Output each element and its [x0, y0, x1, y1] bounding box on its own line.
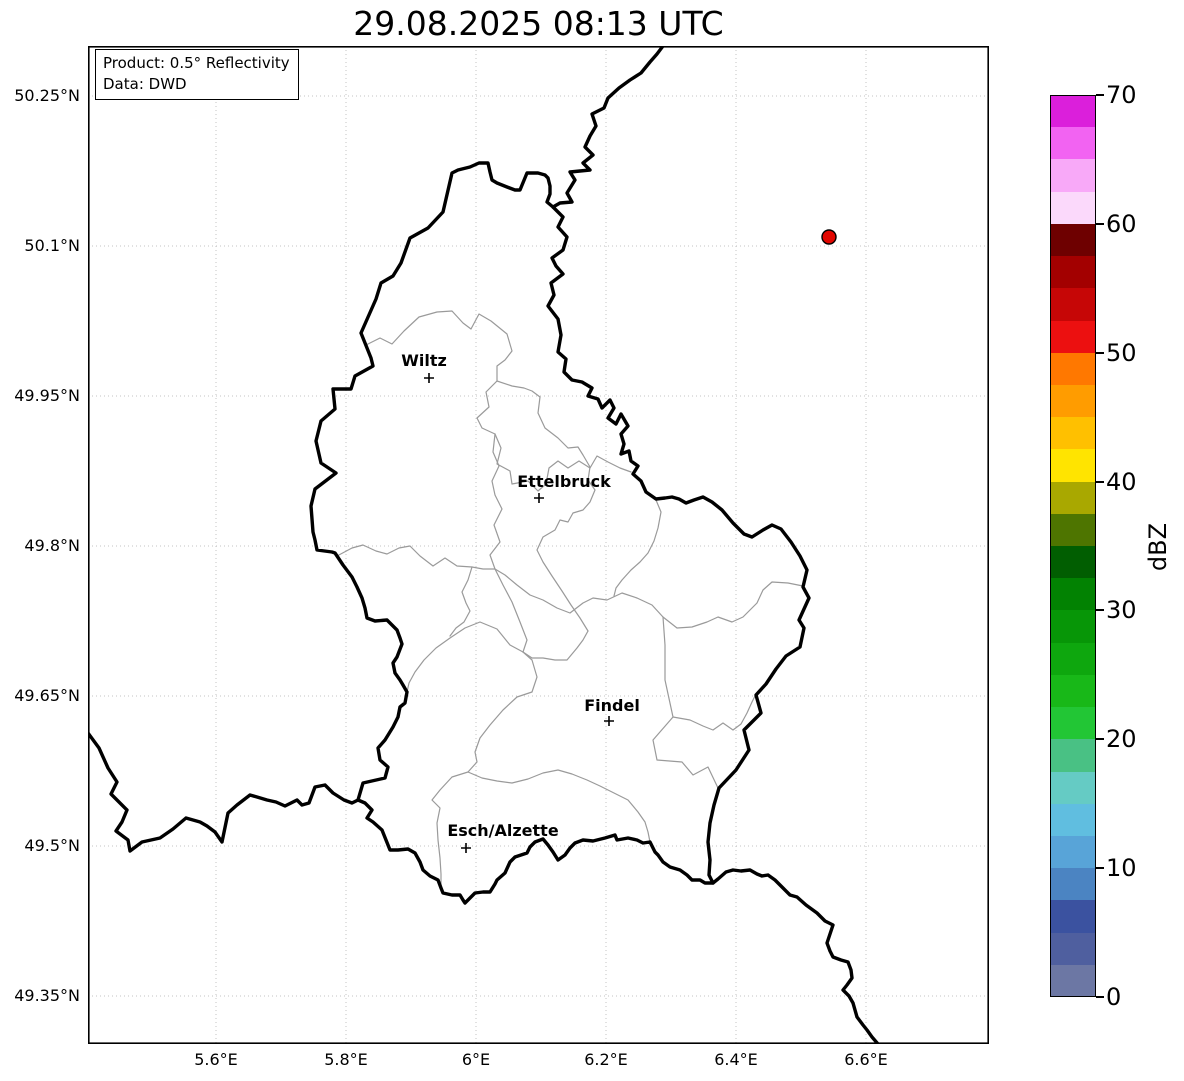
- colorbar-segment: [1050, 482, 1096, 514]
- colorbar-segment: [1050, 804, 1096, 836]
- colorbar-segment: [1050, 546, 1096, 578]
- canton-border: [672, 693, 757, 731]
- colorbar-segment: [1050, 933, 1096, 965]
- colorbar-segment: [1050, 417, 1096, 449]
- neighbor-country-border: [88, 731, 360, 853]
- colorbar-segment: [1050, 288, 1096, 321]
- colorbar-tick-label: 20: [1106, 725, 1137, 754]
- y-tick-label: 49.8°N: [24, 536, 80, 555]
- colorbar-segment: [1050, 385, 1096, 417]
- colorbar-segment: [1050, 514, 1096, 546]
- colorbar-frame: [1050, 95, 1096, 997]
- y-tick-label: 50.1°N: [24, 236, 80, 255]
- map-plot: Wiltz Ettelbruck Findel Esch/Alzette: [88, 46, 989, 1044]
- x-tick-label: 6.4°E: [714, 1050, 758, 1069]
- colorbar-tick-label: 50: [1106, 338, 1137, 367]
- canton-border: [613, 499, 662, 597]
- colorbar-tick: [1096, 867, 1104, 870]
- colorbar-segment: [1050, 353, 1096, 385]
- colorbar-segment: [1050, 159, 1096, 192]
- y-tick-label: 49.5°N: [24, 836, 80, 855]
- luxembourg-border: [309, 161, 811, 905]
- colorbar-tick: [1096, 94, 1104, 96]
- colorbar-tick-label: 40: [1106, 467, 1137, 496]
- colorbar-segment: [1050, 610, 1096, 643]
- figure-title: 29.08.2025 08:13 UTC: [353, 4, 724, 43]
- canton-border: [406, 621, 524, 693]
- canton-border: [494, 433, 632, 492]
- canton-border: [652, 616, 719, 789]
- data-source-line: Data: DWD: [103, 75, 187, 93]
- colorbar-segment: [1050, 95, 1096, 127]
- colorbar-segment: [1050, 224, 1096, 256]
- canton-border: [494, 568, 804, 629]
- y-tick-label: 50.25°N: [14, 86, 80, 105]
- colorbar-segment: [1050, 578, 1096, 610]
- colorbar-segment: [1050, 836, 1096, 868]
- city-label: Wiltz: [401, 351, 447, 370]
- colorbar-segment: [1050, 449, 1096, 482]
- colorbar-segment: [1050, 707, 1096, 739]
- x-tick-label: 5.8°E: [324, 1050, 368, 1069]
- city-label: Findel: [584, 696, 640, 715]
- colorbar-tick-label: 70: [1106, 81, 1137, 109]
- neighbor-country-border: [711, 868, 880, 1044]
- plot-border: [88, 46, 989, 1044]
- y-tick-label: 49.35°N: [14, 986, 80, 1005]
- city-marker-icon: [461, 843, 471, 853]
- city-marker-icon: [604, 716, 614, 726]
- neighbor-country-border: [551, 46, 665, 209]
- colorbar-segment: [1050, 256, 1096, 288]
- colorbar-tick-label: 10: [1106, 854, 1137, 883]
- x-tick-label: 6.6°E: [844, 1050, 888, 1069]
- canton-border: [365, 310, 513, 435]
- colorbar-tick: [1096, 609, 1104, 612]
- colorbar-segment: [1050, 643, 1096, 675]
- radar-echo-dot: [821, 229, 837, 245]
- colorbar-tick: [1096, 996, 1104, 998]
- colorbar-segment: [1050, 127, 1096, 159]
- canton-border: [522, 630, 589, 661]
- colorbar-segment: [1050, 739, 1096, 772]
- city-label: Esch/Alzette: [447, 821, 559, 840]
- canton-border: [449, 566, 473, 637]
- canton-border: [496, 380, 596, 632]
- colorbar-segment: [1050, 192, 1096, 224]
- colorbar-unit-label: dBZ: [1144, 522, 1172, 572]
- colorbar-segment: [1050, 900, 1096, 933]
- city-marker-icon: [424, 373, 434, 383]
- x-tick-label: 6.2°E: [584, 1050, 628, 1069]
- colorbar-tick: [1096, 480, 1104, 483]
- colorbar-tick: [1096, 738, 1104, 741]
- canton-border: [467, 769, 651, 843]
- y-tick-label: 49.65°N: [14, 686, 80, 705]
- colorbar-segment: [1050, 675, 1096, 707]
- product-info-box: Product: 0.5° Reflectivity Data: DWD: [95, 49, 299, 100]
- city-marker-icon: [534, 493, 544, 503]
- canton-border: [489, 433, 528, 653]
- x-tick-label: 5.6°E: [194, 1050, 238, 1069]
- canton-border: [431, 651, 538, 887]
- colorbar-segment: [1050, 772, 1096, 804]
- city-label: Ettelbruck: [517, 472, 611, 491]
- colorbar-segment: [1050, 321, 1096, 353]
- x-tick-label: 6°E: [461, 1050, 491, 1069]
- product-line: Product: 0.5° Reflectivity: [103, 54, 290, 72]
- colorbar-tick: [1096, 222, 1104, 225]
- canton-border: [336, 544, 496, 570]
- y-tick-label: 49.95°N: [14, 386, 80, 405]
- colorbar-segment: [1050, 868, 1096, 900]
- colorbar-tick-label: 0: [1106, 983, 1122, 1011]
- colorbar-segment: [1050, 965, 1096, 997]
- colorbar-tick-label: 60: [1106, 209, 1137, 238]
- colorbar-tick: [1096, 351, 1104, 354]
- colorbar-tick-label: 30: [1106, 596, 1137, 625]
